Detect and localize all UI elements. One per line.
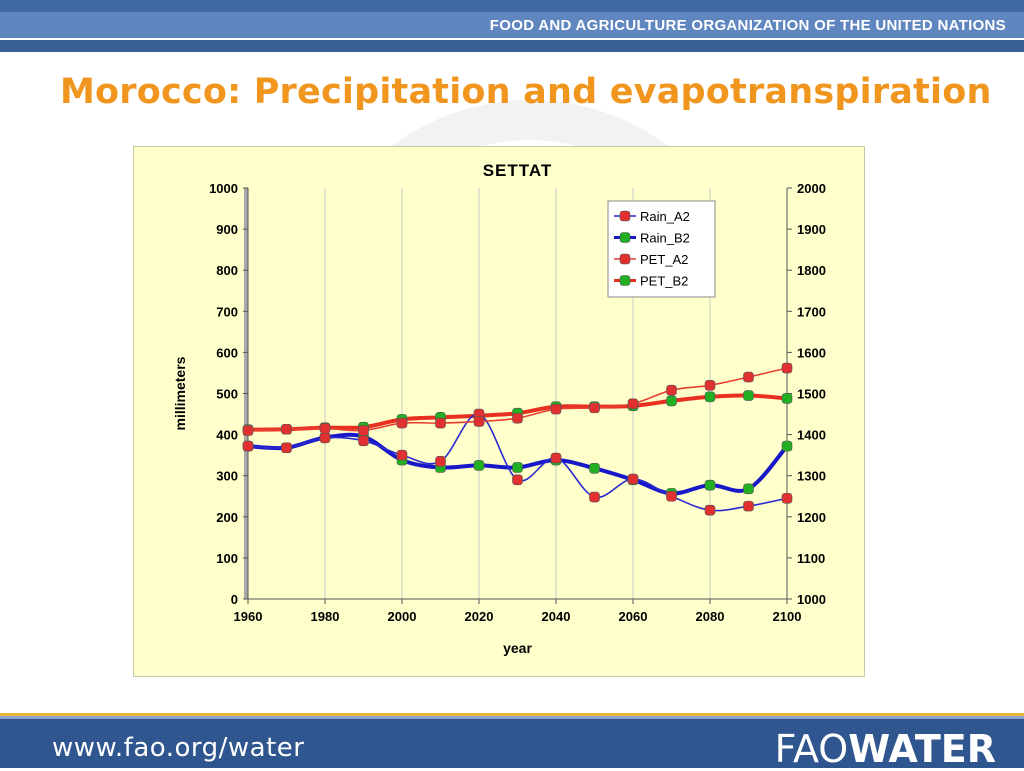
organization-name: FOOD AND AGRICULTURE ORGANIZATION OF THE…	[489, 17, 1006, 34]
legend-label: PET_A2	[640, 252, 688, 267]
data-point-pet-b2	[743, 390, 754, 401]
x-tick-label: 1960	[234, 609, 263, 624]
y-tick-label: 800	[216, 263, 238, 278]
data-point-rain-a2	[666, 490, 677, 502]
legend-label: Rain_A2	[640, 209, 690, 224]
footer-accent-stripe	[0, 713, 1024, 716]
y2-tick-label: 1500	[797, 387, 826, 402]
data-point-rain-a2	[704, 504, 716, 516]
legend-marker	[619, 232, 631, 243]
fao-water-logo: FAOWATER	[775, 727, 996, 771]
y-tick-label: 700	[216, 304, 238, 319]
data-point-pet-a2	[512, 412, 523, 424]
data-point-rain-a2	[358, 435, 369, 447]
chart-panel	[133, 146, 865, 677]
y2-tick-label: 1900	[797, 222, 826, 237]
header-divider	[0, 38, 1024, 40]
y-tick-label: 0	[231, 592, 238, 607]
data-point-rain-b2	[512, 462, 523, 473]
data-point-pet-a2	[589, 402, 600, 414]
data-point-rain-a2	[396, 449, 408, 461]
data-point-rain-b2	[781, 440, 793, 452]
y-tick-label: 500	[216, 387, 238, 402]
y2-tick-label: 1200	[797, 510, 826, 525]
footer-bar	[0, 713, 1024, 768]
data-point-rain-b2	[704, 479, 716, 491]
data-point-pet-a2	[281, 423, 292, 435]
x-tick-label: 2060	[619, 609, 648, 624]
data-point-rain-a2	[589, 491, 600, 503]
x-tick-label: 1980	[311, 609, 340, 624]
x-tick-label: 2020	[465, 609, 494, 624]
x-tick-label: 2100	[773, 609, 802, 624]
x-axis-label: year	[503, 640, 532, 656]
y2-tick-label: 1800	[797, 263, 826, 278]
header-bar: FOOD AND AGRICULTURE ORGANIZATION OF THE…	[0, 0, 1024, 52]
data-point-pet-a2	[743, 371, 754, 383]
y2-tick-label: 1600	[797, 345, 826, 360]
data-point-pet-a2	[550, 403, 562, 415]
y2-tick-label: 1300	[797, 469, 826, 484]
data-point-pet-a2	[781, 362, 793, 374]
logo-fao-text: FAO	[774, 727, 849, 771]
data-point-pet-a2	[242, 425, 254, 436]
legend-marker	[619, 253, 631, 265]
data-point-rain-a2	[743, 500, 754, 512]
y2-tick-label: 1000	[797, 592, 826, 607]
header-band-top	[0, 0, 1024, 12]
data-point-rain-b2	[589, 463, 600, 474]
y-tick-label: 900	[216, 222, 238, 237]
data-point-rain-a2	[781, 493, 793, 504]
y2-tick-label: 1100	[797, 551, 825, 566]
data-point-pet-a2	[319, 423, 331, 434]
chart-title: SETTAT	[483, 161, 553, 180]
data-point-pet-b2	[704, 391, 716, 403]
y-tick-label: 1000	[209, 181, 238, 196]
legend-label: Rain_B2	[640, 231, 690, 246]
footer-url: www.fao.org/water	[52, 733, 305, 763]
data-point-rain-a2	[627, 473, 639, 485]
x-tick-label: 2040	[542, 609, 571, 624]
line-chart: 0 100 200 300 400 500 600 700 800 900 1000 1000 1100…	[172, 161, 826, 656]
data-point-pet-a2	[473, 416, 485, 427]
legend-marker	[619, 210, 631, 222]
data-point-pet-a2	[396, 417, 408, 429]
y-axis-label: millimeters	[172, 356, 188, 430]
data-point-pet-b2	[666, 395, 677, 407]
legend-marker	[619, 275, 631, 286]
x-tick-label: 2080	[696, 609, 725, 624]
logo-water-text: WATER	[848, 727, 996, 771]
data-point-rain-a2	[242, 440, 254, 452]
data-point-rain-a2	[319, 432, 331, 444]
data-point-rain-b2	[743, 483, 754, 495]
data-point-pet-a2	[627, 398, 639, 410]
data-point-rain-b2	[473, 460, 485, 471]
data-point-pet-a2	[435, 417, 446, 429]
data-point-pet-a2	[666, 384, 677, 396]
y-tick-label: 400	[216, 428, 238, 443]
data-point-rain-a2	[435, 456, 446, 467]
footer-light-stripe	[0, 716, 1024, 719]
x-tick-label: 2000	[388, 609, 417, 624]
data-point-rain-a2	[281, 442, 292, 454]
data-point-pet-a2	[704, 379, 716, 391]
y2-tick-label: 1700	[797, 304, 826, 319]
y-tick-label: 200	[216, 510, 238, 525]
data-point-pet-b2	[781, 393, 793, 404]
legend-label: PET_B2	[640, 274, 688, 289]
header-band-bottom	[0, 40, 1024, 52]
y-tick-label: 100	[216, 551, 238, 566]
page-title: Morocco: Precipitation and evapotranspir…	[60, 72, 992, 112]
header-band-middle	[0, 12, 1024, 38]
y2-tick-label: 2000	[797, 181, 826, 196]
y-tick-label: 300	[216, 469, 238, 484]
y2-tick-label: 1400	[797, 428, 826, 443]
data-point-rain-a2	[512, 474, 523, 486]
y-tick-label: 600	[216, 345, 238, 360]
data-point-pet-a2	[358, 425, 369, 436]
data-point-rain-a2	[550, 452, 562, 464]
